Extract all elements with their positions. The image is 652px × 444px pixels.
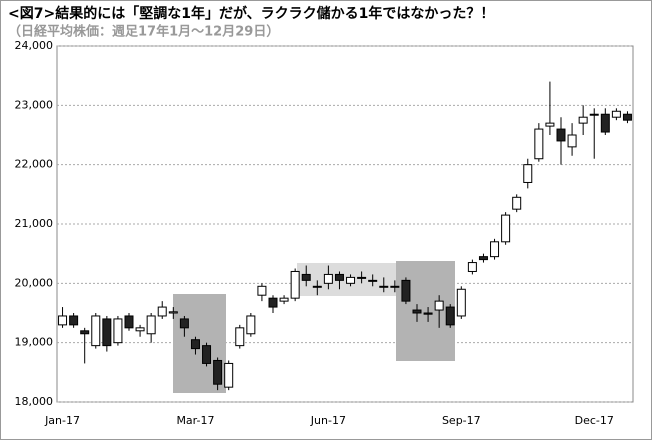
- candle-body: [390, 285, 400, 288]
- candle-body: [135, 327, 145, 332]
- candle-body: [423, 312, 433, 315]
- x-tick-label: Mar-17: [176, 414, 214, 427]
- candle-body: [91, 315, 101, 347]
- x-tick-label: Sep-17: [442, 414, 481, 427]
- candle-body: [379, 285, 389, 288]
- candle-body: [567, 134, 577, 148]
- chart-subtitle: （日経平均株価：週足17年1月～12月29日）: [8, 24, 279, 40]
- x-tick-label: Jan-17: [44, 414, 80, 427]
- candle-body: [600, 113, 610, 133]
- candle-body: [346, 276, 356, 284]
- candle-body: [401, 279, 411, 302]
- candle-body: [58, 315, 68, 326]
- candle-body: [190, 339, 200, 350]
- candle-body: [113, 318, 123, 344]
- candle-body: [312, 285, 322, 288]
- candle-body: [157, 306, 167, 317]
- candle-body: [445, 306, 455, 326]
- candle-body: [334, 273, 344, 281]
- y-tick-label: 21,000: [15, 217, 54, 230]
- candle-body: [578, 116, 588, 124]
- candle-body: [501, 214, 511, 243]
- candle-body: [268, 297, 278, 308]
- x-tick-label: Dec-17: [575, 414, 614, 427]
- candle-body: [202, 345, 212, 364]
- chart-title: <図7>結果的には「堅調な1年」だが、ラクラク儲かる1年ではなかった？！: [8, 5, 494, 22]
- candle-body: [357, 276, 367, 279]
- candle-body: [512, 196, 522, 210]
- y-tick-label: 20,000: [15, 276, 54, 289]
- candle-body: [102, 318, 112, 347]
- candle-body: [80, 330, 90, 335]
- y-tick-label: 24,000: [15, 39, 54, 52]
- y-tick-label: 23,000: [15, 98, 54, 111]
- candle-body: [456, 288, 466, 317]
- candle-body: [168, 311, 178, 314]
- candle-body: [545, 122, 555, 127]
- candle-body: [235, 327, 245, 347]
- candle-body: [534, 128, 544, 160]
- candle-body: [589, 113, 599, 116]
- candle-body: [323, 273, 333, 284]
- candle-body: [490, 241, 500, 258]
- candle-body: [523, 164, 533, 183]
- candle-body: [478, 256, 488, 261]
- y-tick-label: 19,000: [15, 336, 54, 349]
- candle-body: [611, 110, 621, 118]
- candle-body: [179, 318, 189, 329]
- y-tick-label: 22,000: [15, 158, 54, 171]
- candle-body: [412, 309, 422, 314]
- y-tick-label: 18,000: [15, 395, 54, 408]
- candle-body: [279, 297, 289, 302]
- candle-body: [69, 315, 79, 326]
- candle-body: [224, 362, 234, 388]
- candle-body: [467, 262, 477, 272]
- candle-body: [556, 128, 566, 142]
- candle-body: [368, 279, 378, 282]
- candle-body: [622, 113, 632, 121]
- candle-body: [124, 315, 134, 329]
- candle-body: [213, 359, 223, 385]
- candle-body: [301, 273, 311, 281]
- candle-body: [146, 315, 156, 335]
- x-tick-label: Jun-17: [310, 414, 346, 427]
- candle-body: [290, 270, 300, 299]
- candle-body: [246, 315, 256, 335]
- candle-body: [434, 300, 444, 311]
- candle-body: [257, 285, 267, 296]
